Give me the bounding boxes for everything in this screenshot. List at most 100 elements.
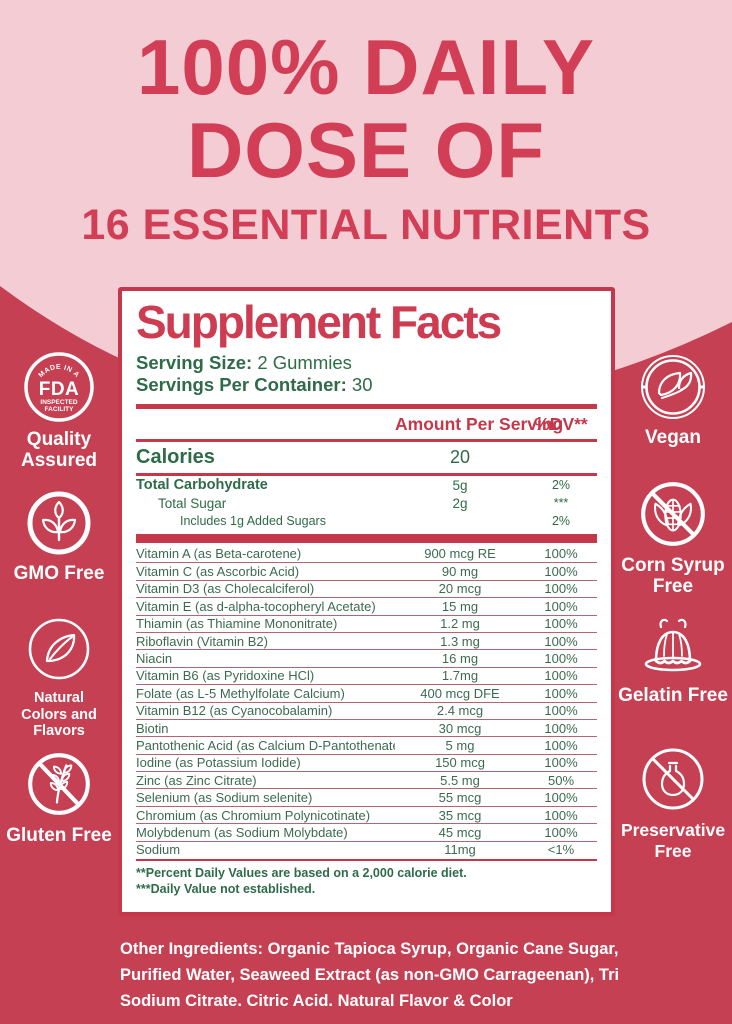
- natural-leaf-icon: [24, 614, 94, 684]
- nutrient-row: Selenium (as Sodium selenite) 55 mcg 100…: [136, 788, 597, 805]
- nutrient-dv: 100%: [544, 546, 578, 562]
- nutrient-amount: 11mg: [444, 842, 476, 858]
- sugar-row: Total Sugar 2g ***: [136, 494, 597, 512]
- badge-quality-assured: MADE IN A FDA INSPECTED FACILITY Quality…: [0, 350, 118, 471]
- nutrient-row: Iodine (as Potassium Iodide) 150 mcg 100…: [136, 753, 597, 771]
- nutrient-name: Molybdenum (as Sodium Molybdate): [136, 824, 348, 840]
- nutrient-row: Pantothenic Acid (as Calcium D-Pantothen…: [136, 736, 597, 753]
- nutrient-name: Iodine (as Potassium Iodide): [136, 755, 301, 771]
- nutrient-dv: 100%: [544, 824, 578, 840]
- nutrient-row: Molybdenum (as Sodium Molybdate) 45 mcg …: [136, 823, 597, 840]
- badge-gmo-free: GMO Free: [0, 488, 118, 585]
- nutrient-amount: 400 mcg DFE: [420, 685, 500, 701]
- carb-label: Total Carbohydrate: [136, 477, 268, 493]
- divider: [136, 439, 597, 442]
- headline-line1: 100% DAILY: [136, 23, 595, 111]
- nutrient-row: Sodium 11mg <1%: [136, 840, 597, 858]
- nutrient-amount: 20 mcg: [438, 581, 482, 597]
- nutrient-amount: 5.5 mg: [440, 772, 480, 788]
- carb-row: Total Carbohydrate 5g 2%: [136, 476, 597, 494]
- nutrient-amount: 90 mg: [441, 564, 479, 580]
- nutrient-amount: 45 mcg: [438, 824, 482, 840]
- supplement-facts-panel: Supplement Facts Serving Size: 2 Gummies…: [118, 287, 615, 916]
- page-title: 100% DAILY DOSE OF 16 ESSENTIAL NUTRIENT…: [0, 26, 732, 250]
- nutrient-amount: 1.3 mg: [440, 633, 480, 649]
- sugar-dv: ***: [553, 496, 569, 510]
- preservative-free-icon: [638, 744, 708, 814]
- calories-value: 20: [449, 447, 471, 467]
- nutrient-amount: 900 mcg RE: [424, 546, 496, 562]
- nutrient-name: Zinc (as Zinc Citrate): [136, 772, 257, 788]
- nutrient-row: Folate (as L-5 Methylfolate Calcium) 400…: [136, 684, 597, 701]
- nutrient-row: Vitamin C (as Ascorbic Acid) 90 mg 100%: [136, 562, 597, 579]
- fda-sub1-text: INSPECTED: [40, 399, 78, 406]
- nutrient-dv: 100%: [544, 581, 578, 597]
- footnotes: **Percent Daily Values are based on a 2,…: [136, 866, 597, 897]
- table-header-row: Amount Per Serving %DV**: [136, 409, 597, 439]
- nutrient-row: Niacin 16 mg 100%: [136, 649, 597, 666]
- serving-size-label: Serving Size:: [136, 352, 253, 373]
- divider-thick: [136, 404, 597, 409]
- other-ingredients-text: Other Ingredients: Organic Tapioca Syrup…: [120, 940, 620, 1010]
- servings-per-container-value: 30: [351, 374, 373, 395]
- badge-gluten-free: Gluten Free: [0, 748, 118, 847]
- badge-label: Gluten Free: [6, 825, 112, 846]
- headline-line3: 16 ESSENTIAL NUTRIENTS: [81, 201, 651, 249]
- nutrient-amount: 55 mcg: [438, 790, 482, 806]
- nutrient-name: Vitamin D3 (as Cholecalciferol): [136, 581, 315, 597]
- added-sugars-dv: 2%: [551, 514, 571, 528]
- added-sugars-row: Includes 1g Added Sugars 2%: [136, 512, 597, 530]
- nutrient-name: Riboflavin (Vitamin B2): [136, 633, 268, 649]
- nutrient-name: Vitamin E (as d-alpha-tocopheryl Acetate…: [136, 598, 376, 614]
- gmo-free-icon: [24, 488, 94, 558]
- nutrient-dv: 100%: [544, 564, 578, 580]
- nutrient-amount: 35 mcg: [438, 807, 482, 823]
- nutrient-name: Thiamin (as Thiamine Mononitrate): [136, 616, 338, 632]
- nutrient-amount: 30 mcg: [438, 720, 482, 736]
- carb-dv: 2%: [551, 478, 571, 492]
- nutrient-amount: 150 mcg: [435, 755, 485, 771]
- nutrient-dv: 100%: [544, 668, 578, 684]
- badge-label: Natural Colors and Flavors: [21, 690, 97, 739]
- badge-label: Gelatin Free: [618, 685, 728, 706]
- nutrient-row: Zinc (as Zinc Citrate) 5.5 mg 50%: [136, 771, 597, 788]
- nutrient-dv: 100%: [544, 703, 578, 719]
- nutrient-amount: 15 mg: [441, 598, 479, 614]
- nutrient-dv: 100%: [544, 598, 578, 614]
- fda-sub2-text: FACILITY: [45, 406, 75, 413]
- nutrient-row: Vitamin D3 (as Cholecalciferol) 20 mcg 1…: [136, 579, 597, 597]
- nutrient-row: Riboflavin (Vitamin B2) 1.3 mg 100%: [136, 631, 597, 649]
- footnote-dv: **Percent Daily Values are based on a 2,…: [136, 866, 467, 881]
- fda-arc-text: MADE IN A: [38, 364, 80, 379]
- nutrient-dv: 100%: [544, 720, 578, 736]
- nutrients-table: Vitamin A (as Beta-carotene) 900 mcg RE …: [136, 545, 597, 858]
- fda-text: FDA: [39, 379, 80, 400]
- nutrient-amount: 2.4 mcg: [436, 703, 484, 719]
- gelatin-free-icon: [631, 608, 715, 680]
- nutrient-name: Folate (as L-5 Methylfolate Calcium): [136, 685, 345, 701]
- nutrient-name: Pantothenic Acid (as Calcium D-Pantothen…: [136, 737, 395, 753]
- badge-preservative-free: Preservative Free: [614, 744, 732, 861]
- serving-size-value: 2 Gummies: [257, 352, 352, 373]
- nutrient-row: Chromium (as Chromium Polynicotinate) 35…: [136, 805, 597, 823]
- nutrient-dv: 100%: [544, 807, 578, 823]
- vegan-icon: [638, 352, 708, 422]
- nutrient-dv: 100%: [544, 755, 578, 771]
- nutrient-amount: 16 mg: [441, 651, 479, 667]
- fda-badge-icon: MADE IN A FDA INSPECTED FACILITY: [22, 350, 96, 424]
- divider-thick: [136, 534, 597, 543]
- carb-amount: 5g: [452, 477, 468, 493]
- sugar-amount: 2g: [452, 495, 468, 511]
- nutrient-amount: 5 mg: [445, 737, 475, 753]
- nutrient-dv: <1%: [547, 842, 575, 858]
- nutrient-dv: 100%: [544, 616, 578, 632]
- nutrient-row: Vitamin B12 (as Cyanocobalamin) 2.4 mcg …: [136, 701, 597, 719]
- nutrient-row: Thiamin (as Thiamine Mononitrate) 1.2 mg…: [136, 614, 597, 632]
- svg-text:MADE IN A: MADE IN A: [38, 364, 81, 379]
- nutrient-name: Vitamin C (as Ascorbic Acid): [136, 564, 300, 580]
- amount-per-serving-header: Amount Per Serving: [395, 413, 564, 434]
- added-sugars-label: Includes 1g Added Sugars: [180, 514, 326, 528]
- serving-info: Serving Size: 2 Gummies Servings Per Con…: [136, 352, 597, 396]
- nutrient-amount: 1.7mg: [441, 668, 479, 684]
- supplement-facts-title: Supplement Facts: [136, 296, 502, 348]
